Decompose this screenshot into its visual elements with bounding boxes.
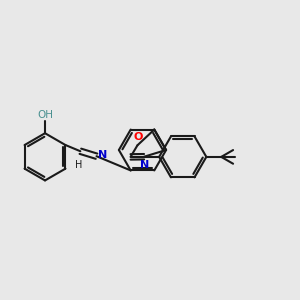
Text: O: O bbox=[134, 132, 143, 142]
Text: H: H bbox=[75, 160, 83, 170]
Text: N: N bbox=[140, 160, 149, 170]
Text: OH: OH bbox=[37, 110, 53, 120]
Text: N: N bbox=[98, 150, 108, 160]
